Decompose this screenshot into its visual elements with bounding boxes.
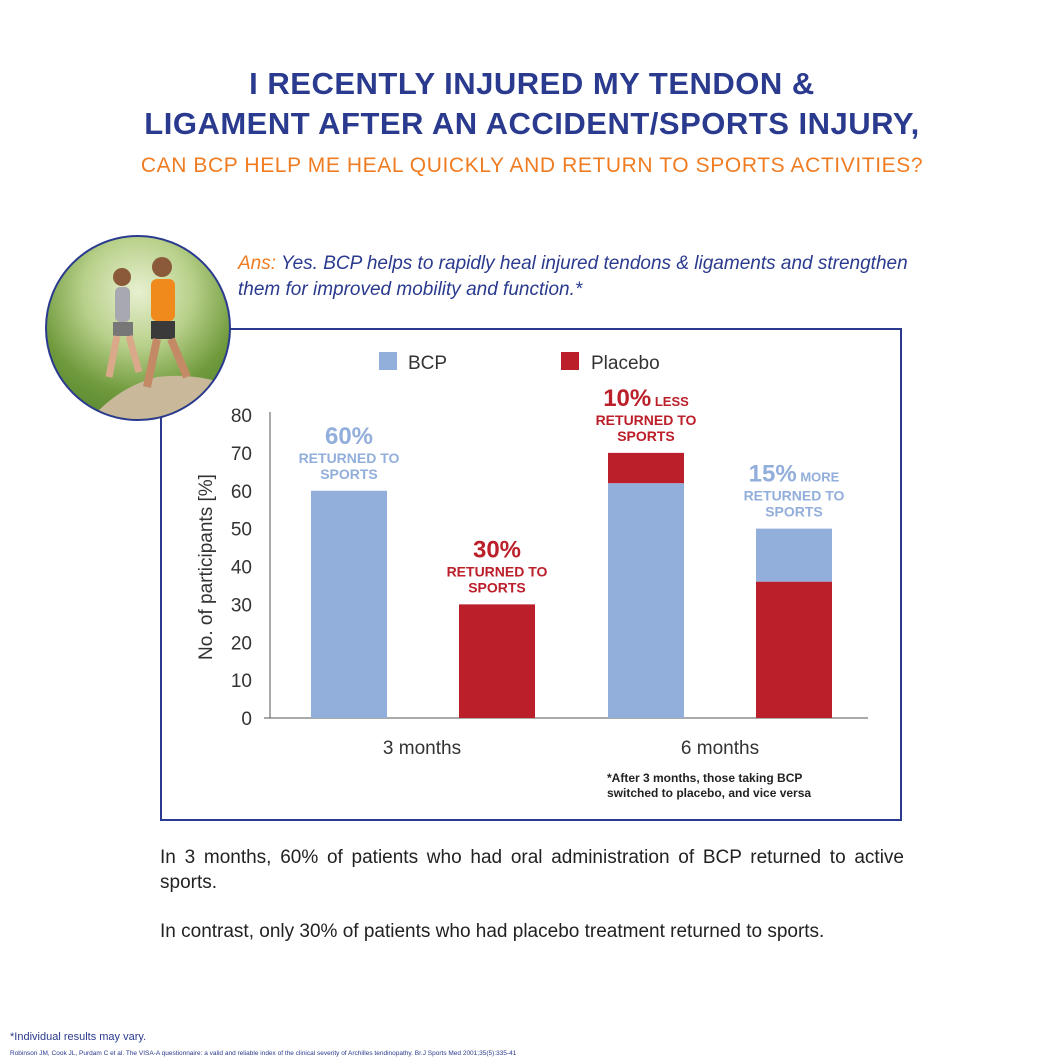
legend-label-bcp: BCP xyxy=(408,353,447,374)
annotation-headline: 30% xyxy=(473,536,521,563)
title-line-2: LIGAMENT AFTER AN ACCIDENT/SPORTS INJURY… xyxy=(144,106,920,141)
reference: Robinson JM, Cook JL, Purdam C et al. Th… xyxy=(10,1050,517,1057)
annotation-line: SPORTS xyxy=(320,466,378,482)
annotation-line: RETURNED TO xyxy=(744,488,845,504)
annotation-line: RETURNED TO xyxy=(447,563,548,579)
y-tick-label: 10 xyxy=(231,671,252,692)
annotation-headline: 10% LESS xyxy=(603,385,689,412)
x-label-3-months: 3 months xyxy=(383,738,461,759)
legend-swatch-placebo xyxy=(561,352,579,370)
answer-body: Yes. BCP helps to rapidly heal injured t… xyxy=(238,253,908,300)
y-tick-label: 20 xyxy=(231,633,252,654)
chart-note-line-1: *After 3 months, those taking BCP xyxy=(607,771,802,785)
bar-segment-placebo xyxy=(608,452,684,484)
bar-segment-bcp xyxy=(608,483,684,718)
y-tick-label: 0 xyxy=(241,709,252,730)
y-tick-label: 30 xyxy=(231,595,252,616)
bar-segment-placebo xyxy=(459,604,535,718)
disclaimer: *Individual results may vary. xyxy=(10,1031,147,1043)
body-paragraph-1: In 3 months, 60% of patients who had ora… xyxy=(160,847,904,893)
answer-text: Ans: Yes. BCP helps to rapidly heal inju… xyxy=(238,251,918,303)
runners-photo xyxy=(45,235,231,421)
bar-segment-bcp xyxy=(311,490,387,718)
legend-label-placebo: Placebo xyxy=(591,353,660,374)
bar-segment-placebo xyxy=(756,581,832,718)
annotation-line: SPORTS xyxy=(617,428,675,444)
y-tick-label: 40 xyxy=(231,558,252,579)
legend-swatch-bcp xyxy=(379,352,397,370)
annotation-headline: 60% xyxy=(325,423,373,450)
y-tick-label: 70 xyxy=(231,444,252,465)
y-axis-label: No. of participants [%] xyxy=(196,474,217,660)
annotation-line: SPORTS xyxy=(468,579,526,595)
y-tick-label: 50 xyxy=(231,520,252,541)
subtitle: CAN BCP HELP ME HEAL QUICKLY AND RETURN … xyxy=(140,154,924,177)
annotation-headline: 15% MORE xyxy=(749,461,840,488)
chart-note-line-2: switched to placebo, and vice versa xyxy=(607,786,811,800)
y-tick-label: 80 xyxy=(231,406,252,427)
x-label-6-months: 6 months xyxy=(681,738,759,759)
bar-segment-bcp xyxy=(756,528,832,582)
legend: BCP Placebo xyxy=(379,352,660,374)
body-paragraph-2: In contrast, only 30% of patients who ha… xyxy=(160,921,825,942)
annotation-line: RETURNED TO xyxy=(299,450,400,466)
annotation-line: RETURNED TO xyxy=(596,412,697,428)
title-line-1: I RECENTLY INJURED MY TENDON & xyxy=(249,66,815,101)
answer-lead: Ans: xyxy=(238,253,277,274)
chart-frame xyxy=(160,328,902,821)
y-tick-label: 60 xyxy=(231,482,252,503)
annotation-line: SPORTS xyxy=(765,504,823,520)
